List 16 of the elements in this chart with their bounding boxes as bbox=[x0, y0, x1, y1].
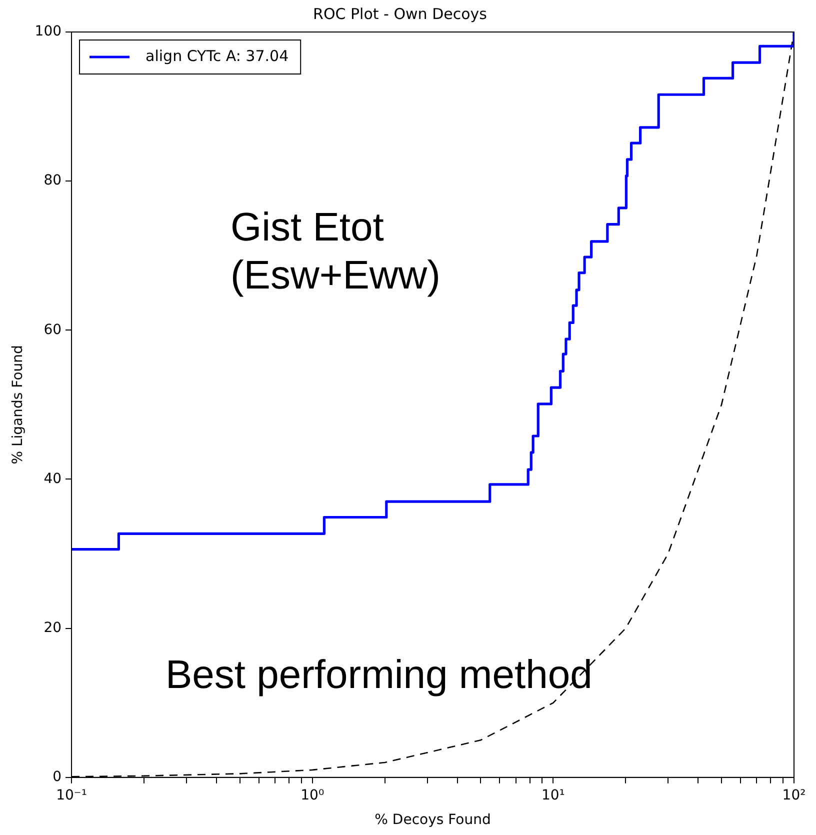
y-tick-label: 60 bbox=[44, 322, 62, 338]
annotation: Best performing method bbox=[165, 652, 592, 697]
chart-title: ROC Plot - Own Decoys bbox=[313, 4, 488, 23]
y-tick-label: 40 bbox=[44, 470, 62, 487]
legend-label: align CYTc A: 37.04 bbox=[146, 46, 289, 65]
y-tick-label: 80 bbox=[44, 172, 62, 189]
x-tick-label: 10¹ bbox=[541, 787, 565, 804]
x-tick-label: 10⁰ bbox=[300, 787, 324, 804]
x-tick-label: 10² bbox=[782, 787, 806, 804]
x-axis-title: % Decoys Found bbox=[374, 812, 491, 828]
y-tick-label: 0 bbox=[52, 769, 62, 786]
y-tick-label: 20 bbox=[44, 620, 62, 636]
y-axis-title: % Ligands Found bbox=[10, 345, 26, 464]
x-tick-label: 10⁻¹ bbox=[56, 787, 87, 804]
annotation: Gist Etot (Esw+Eww) bbox=[230, 206, 440, 298]
y-tick-label: 100 bbox=[34, 24, 62, 40]
